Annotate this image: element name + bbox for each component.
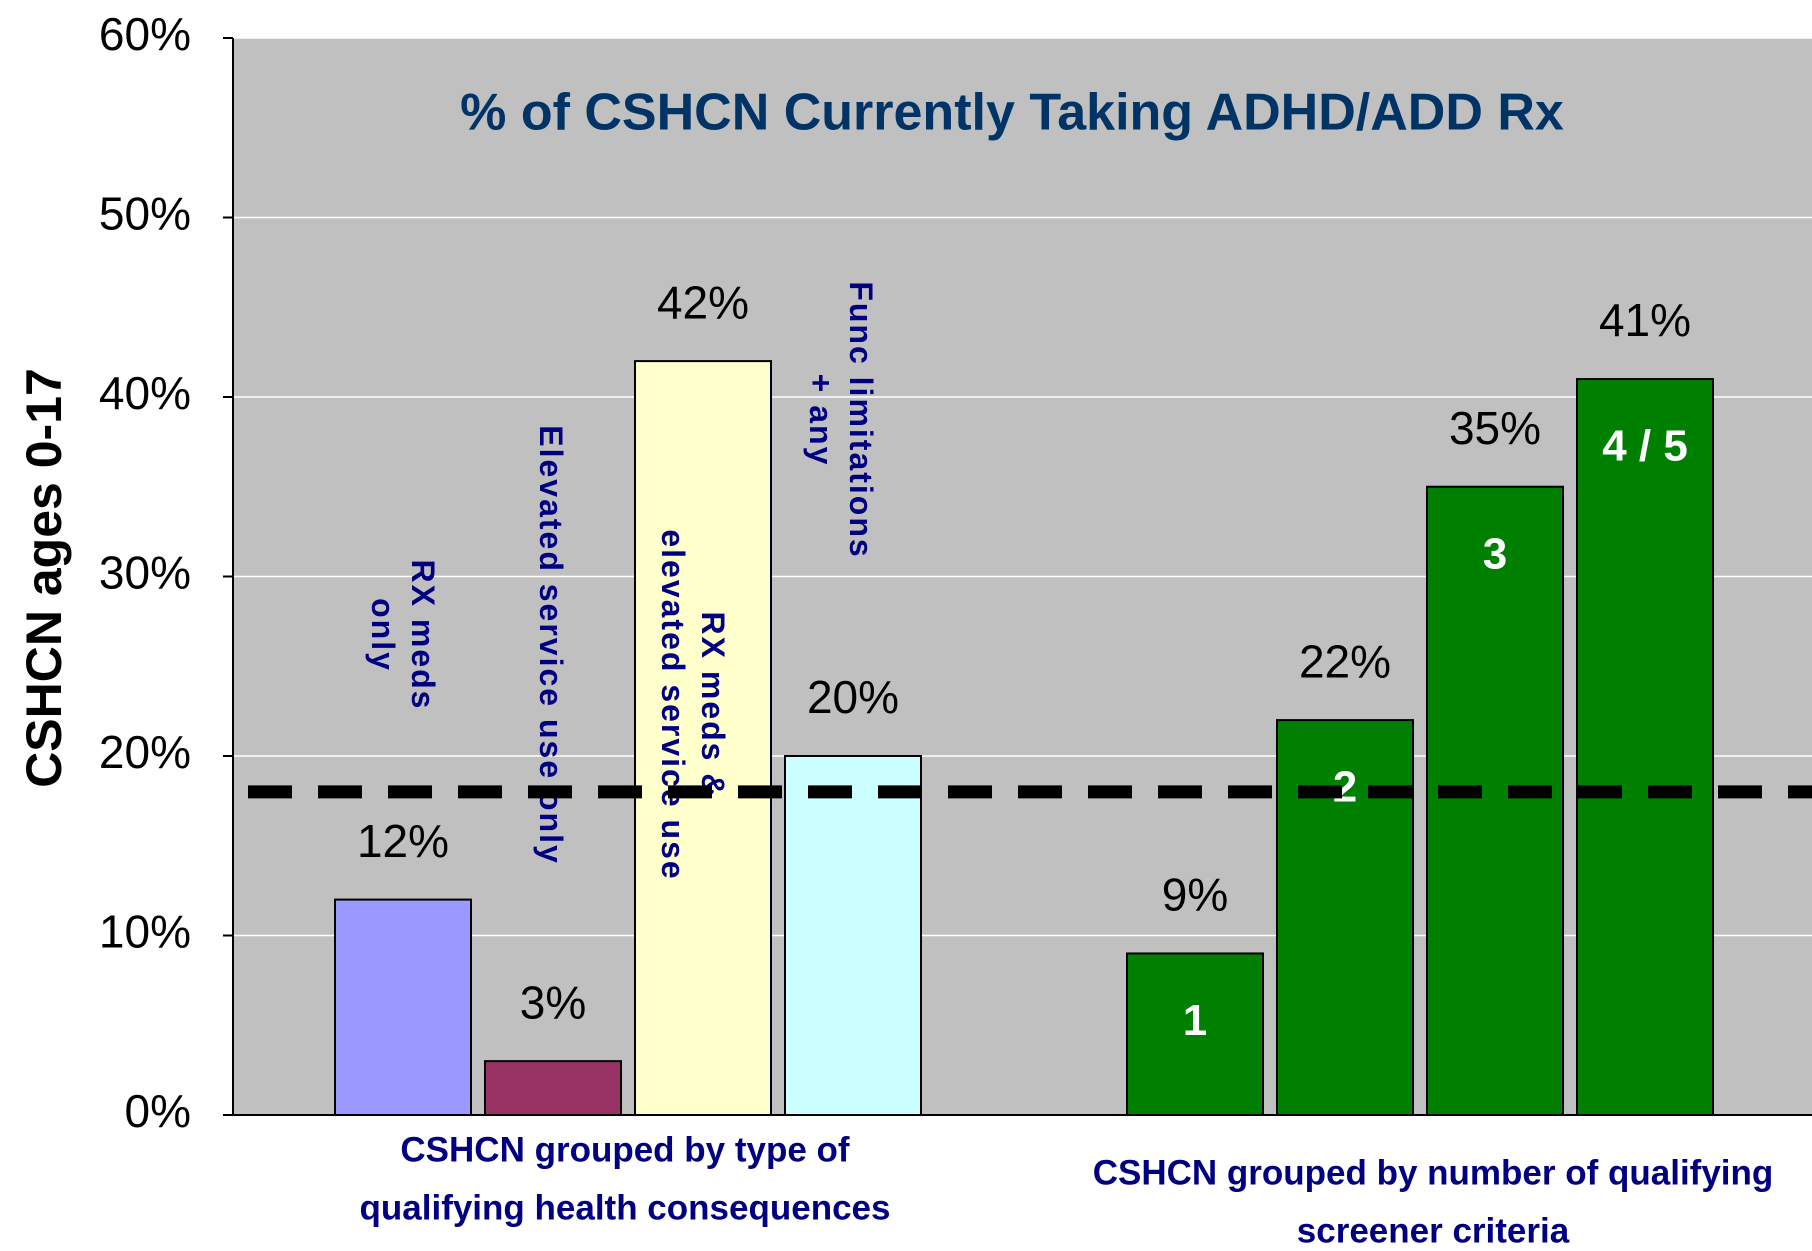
- bar: [484, 1060, 622, 1117]
- category-label: RX medsonly: [365, 560, 441, 711]
- data-label: 42%: [657, 276, 749, 328]
- bar: [1126, 952, 1264, 1117]
- category-label: Elevated service use only: [533, 425, 569, 865]
- category-label: 1: [1183, 996, 1207, 1045]
- y-tick-label: 30%: [99, 547, 191, 599]
- bar: [784, 755, 922, 1116]
- y-tick-label: 10%: [99, 906, 191, 958]
- category-label: 3: [1483, 529, 1507, 578]
- bar: [634, 360, 772, 1117]
- group-label: qualifying health consequences: [360, 1188, 891, 1227]
- bar: [1576, 378, 1714, 1116]
- chart-title: % of CSHCN Currently Taking ADHD/ADD Rx: [460, 84, 1564, 142]
- data-label: 12%: [357, 815, 449, 867]
- bar: [1426, 485, 1564, 1116]
- data-label: 3%: [520, 976, 586, 1028]
- category-label-line: + any: [803, 374, 839, 467]
- category-label: 4 / 5: [1602, 422, 1688, 471]
- y-tick-label: 40%: [99, 367, 191, 419]
- y-tick-label: 60%: [99, 8, 191, 60]
- group-label: screener criteria: [1297, 1211, 1570, 1250]
- data-label: 35%: [1449, 402, 1541, 454]
- y-tick-label: 0%: [125, 1085, 191, 1137]
- bar: [334, 898, 472, 1116]
- y-tick-label: 20%: [99, 726, 191, 778]
- data-label: 22%: [1299, 635, 1391, 687]
- group-label: CSHCN grouped by number of qualifying: [1093, 1153, 1774, 1192]
- category-label-line: Elevated service use only: [533, 425, 569, 865]
- category-label-line: only: [365, 598, 401, 672]
- data-label: 41%: [1599, 294, 1691, 346]
- y-axis-label: CSHCN ages 0-17: [16, 368, 72, 788]
- data-label: 9%: [1162, 869, 1228, 921]
- group-label: CSHCN grouped by type of: [400, 1130, 850, 1169]
- category-label-line: RX meds: [405, 560, 441, 711]
- category-label-line: RX meds &: [695, 612, 731, 799]
- category-label-line: elevated service use: [655, 529, 691, 880]
- data-label: 20%: [807, 671, 899, 723]
- category-label-line: Func limitations: [843, 281, 879, 558]
- category-label: RX meds &elevated service use: [655, 529, 731, 880]
- category-label: Func limitations+ any: [803, 281, 879, 558]
- y-tick-label: 50%: [99, 188, 191, 240]
